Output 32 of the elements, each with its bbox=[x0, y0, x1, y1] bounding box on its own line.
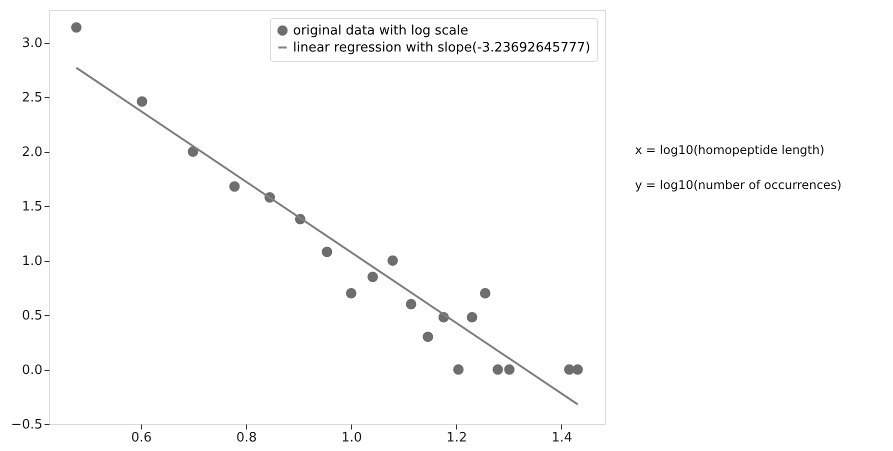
point bbox=[136, 96, 148, 107]
point bbox=[480, 288, 490, 298]
y-tick-label: 1.0 bbox=[22, 254, 42, 270]
y-tick-label: 0.0 bbox=[22, 363, 42, 378]
point bbox=[466, 312, 478, 322]
point bbox=[504, 364, 515, 375]
y-tick-label: 0.5 bbox=[22, 308, 42, 324]
legend-label: original data with log scale bbox=[293, 24, 468, 38]
point bbox=[492, 364, 504, 375]
point bbox=[229, 181, 240, 192]
text: x = log10(homopeptide length) bbox=[635, 143, 824, 157]
point bbox=[572, 364, 583, 375]
x-tick-label: 0.8 bbox=[236, 430, 257, 446]
point bbox=[71, 22, 82, 33]
y-tick-label: 3.0 bbox=[22, 36, 42, 52]
point bbox=[453, 364, 464, 375]
text: y = log10(number of occurrences) bbox=[635, 178, 842, 192]
y-tick-label: 2.0 bbox=[22, 145, 42, 160]
y-tick-label: 1.5 bbox=[22, 200, 42, 215]
point bbox=[346, 288, 356, 298]
x-tick-label: 1.4 bbox=[552, 430, 572, 446]
x-tick-label: 1.2 bbox=[446, 430, 468, 446]
x-tick-label: 0.6 bbox=[131, 430, 152, 446]
legend-label: linear regression with slope(-3.23692645777) bbox=[293, 40, 590, 56]
point bbox=[367, 272, 378, 282]
y-tick-label: −0.5 bbox=[10, 418, 42, 432]
y-tick-label: 2.5 bbox=[22, 90, 42, 106]
point bbox=[322, 246, 332, 258]
point bbox=[387, 255, 398, 266]
point bbox=[406, 298, 416, 310]
x-tick-label: 1.0 bbox=[341, 430, 362, 446]
point bbox=[422, 332, 434, 342]
